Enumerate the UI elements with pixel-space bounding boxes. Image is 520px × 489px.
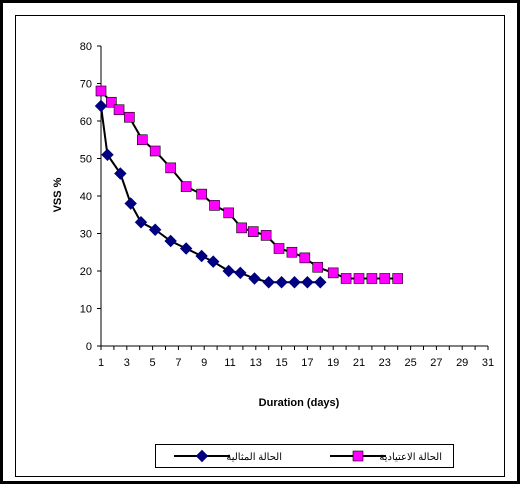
data-point-series-1 [195,249,208,263]
data-point-series-2 [379,273,391,284]
x-tick-label: 5 [150,357,156,369]
y-tick-label: 80 [80,41,92,53]
x-tick-label: 15 [275,357,287,369]
y-tick-label: 10 [80,304,92,316]
data-point-series-1 [124,197,137,210]
y-tick-label: 60 [80,116,92,128]
data-point-series-1 [248,272,261,285]
data-point-series-1 [148,223,162,236]
legend-label-2: الحالة الاعتيادية [379,452,442,463]
x-tick-label: 31 [482,357,494,369]
x-tick-label: 29 [456,357,468,369]
data-point-series-1 [301,276,314,289]
data-point-series-2 [340,273,352,284]
legend: الحالة المثالية الحالة الاعتيادية [155,444,454,468]
legend-label-1: الحالة المثالية [226,452,282,463]
data-point-series-2 [165,162,176,174]
data-point-series-2 [273,243,285,254]
x-tick-label: 7 [175,357,181,369]
series-markers [94,85,404,289]
x-tick-label: 11 [224,357,235,369]
data-point-series-2 [136,134,148,146]
x-tick-label: 3 [124,357,130,369]
y-tick-label: 70 [80,79,92,91]
data-point-series-1 [222,264,235,278]
x-tick-label: 25 [404,357,416,369]
data-point-series-1 [94,99,108,113]
data-point-series-1 [288,276,301,289]
y-tick-label: 20 [80,266,92,278]
data-point-series-2 [196,188,207,200]
data-point-series-2 [247,226,259,237]
data-point-series-2 [299,252,311,264]
data-point-series-1 [101,148,114,161]
x-tick-label: 1 [98,357,104,369]
y-tick-label: 0 [86,341,92,353]
data-point-series-1 [179,242,193,255]
y-axis-title: VSS % [52,177,64,212]
data-point-series-2 [286,246,298,258]
data-point-series-2 [106,96,117,108]
data-point-series-2 [312,261,324,273]
data-point-series-2 [366,273,378,284]
data-point-series-2 [392,273,404,284]
data-point-series-1 [207,255,220,268]
x-tick-label: 13 [250,357,262,369]
x-tick-label: 9 [201,357,207,369]
data-point-series-2 [327,267,339,279]
data-point-series-2 [113,104,125,116]
x-tick-label: 21 [353,357,365,369]
data-point-series-2 [223,207,235,219]
data-point-series-2 [353,273,365,284]
data-point-series-1 [314,276,327,289]
data-point-series-2 [124,111,135,123]
data-point-series-2 [260,230,272,241]
x-tick-label: 19 [327,357,339,369]
data-point-series-1 [275,276,288,289]
data-point-series-1 [114,167,127,180]
data-point-series-2 [95,85,107,97]
data-point-series-2 [149,145,161,157]
x-tick-label: 17 [301,357,313,369]
y-tick-label: 40 [80,191,92,203]
x-tick-label: 27 [430,357,442,369]
data-point-series-2 [209,200,220,211]
x-tick-label: 23 [379,357,391,369]
legend-marker-1 [195,449,209,463]
legend-marker-2 [352,450,364,462]
data-point-series-1 [134,216,148,229]
y-tick-label: 50 [80,154,92,166]
data-point-series-1 [234,266,247,280]
inner-frame [15,15,505,477]
data-point-series-2 [180,181,192,192]
legend-box [155,444,454,468]
data-point-series-1 [164,234,177,248]
data-point-series-2 [236,222,247,234]
data-point-series-1 [262,276,275,289]
y-tick-label: 30 [80,229,92,241]
x-axis-title: Duration (days) [259,397,340,409]
